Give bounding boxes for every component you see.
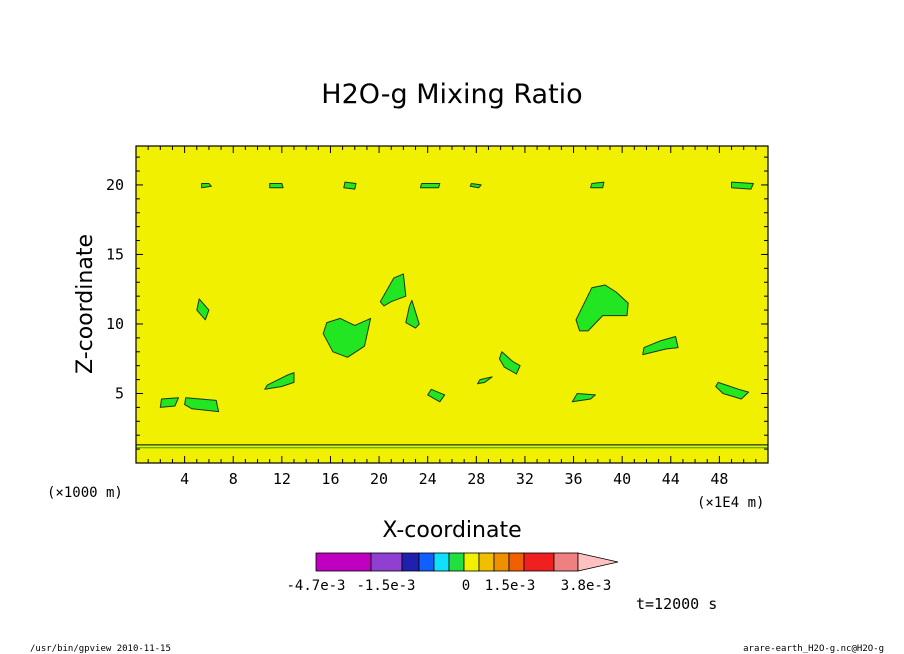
x-tick-label: 24 [419,470,437,488]
colorbar-swatch [433,552,450,572]
contour-patch [427,388,446,403]
contour-patch [264,372,295,390]
contour-patch [419,183,441,189]
colorbar-label: -4.7e-3 [286,578,345,594]
colorbar [315,552,619,572]
x-tick-label: 32 [516,470,534,488]
plot-area [135,145,769,464]
x-tick-label: 48 [710,470,728,488]
colorbar-swatch [553,552,579,572]
contour-patch [731,181,754,190]
colorbar-swatch [493,552,510,572]
y-axis-unit: (×1000 m) [47,485,123,501]
contour-patch [715,381,750,400]
colorbar-label: -1.5e-3 [356,578,415,594]
contour-patch [477,376,493,385]
x-tick-label: 8 [229,470,238,488]
time-label: t=12000 s [636,595,717,613]
contour-patch [642,336,679,356]
x-tick-label: 4 [180,470,189,488]
colorbar-swatch [401,552,420,572]
chart-title: H2O-g Mixing Ratio [321,79,582,110]
x-tick-label: 16 [321,470,339,488]
colorbar-swatch [463,552,480,572]
colorbar-labels: -4.7e-3 -1.5e-3 0 1.5e-3 3.8e-3 [286,578,611,594]
contour-patch [159,397,179,408]
x-axis-unit: (×1E4 m) [697,495,764,511]
colorbar-swatch [478,552,495,572]
contour-patch [379,273,407,307]
x-tick-label: 36 [565,470,583,488]
command-footer: /usr/bin/gpview 2010-11-15 [30,644,171,654]
colorbar-swatch [448,552,465,572]
colorbar-label: 1.5e-3 [485,578,536,594]
colorbar-label: 0 [462,578,470,594]
colorbar-swatch [370,552,403,572]
contour-patch [201,183,212,189]
colorbar-label: 3.8e-3 [561,578,612,594]
contour-patch [343,181,357,190]
x-tick-label: 28 [467,470,485,488]
colorbar-swatch [523,552,555,572]
colorbar-swatch [508,552,525,572]
x-tick-labels: 4 8 12 16 20 24 28 32 36 40 44 48 [180,470,728,488]
y-tick-label: 15 [106,245,124,263]
y-tick-label: 10 [106,315,124,333]
source-footer: arare-earth_H2O-g.nc@H2O-g [743,644,884,654]
contour-patch [575,284,629,332]
contour-patch [196,298,210,321]
x-axis-label: X-coordinate [382,518,521,543]
contour-patch [469,183,482,189]
contour-patch [498,351,521,375]
colorbar-swatch [418,552,435,572]
contour-patch [184,397,220,413]
plot-background [136,146,768,463]
colorbar-arrow [577,552,619,572]
contour-patch [322,317,372,358]
contour-patch [571,393,596,403]
x-tick-label: 12 [273,470,291,488]
y-tick-label: 20 [106,176,124,194]
y-tick-label: 5 [115,384,124,402]
contour-patch [405,299,420,329]
x-tick-label: 20 [370,470,388,488]
colorbar-swatch [315,552,372,572]
contour-patch [269,183,284,189]
x-tick-label: 44 [662,470,680,488]
contour-patch [590,181,605,189]
y-tick-labels: 5 10 15 20 [106,176,124,403]
x-tick-label: 40 [613,470,631,488]
y-axis-label: Z-coordinate [73,234,98,374]
